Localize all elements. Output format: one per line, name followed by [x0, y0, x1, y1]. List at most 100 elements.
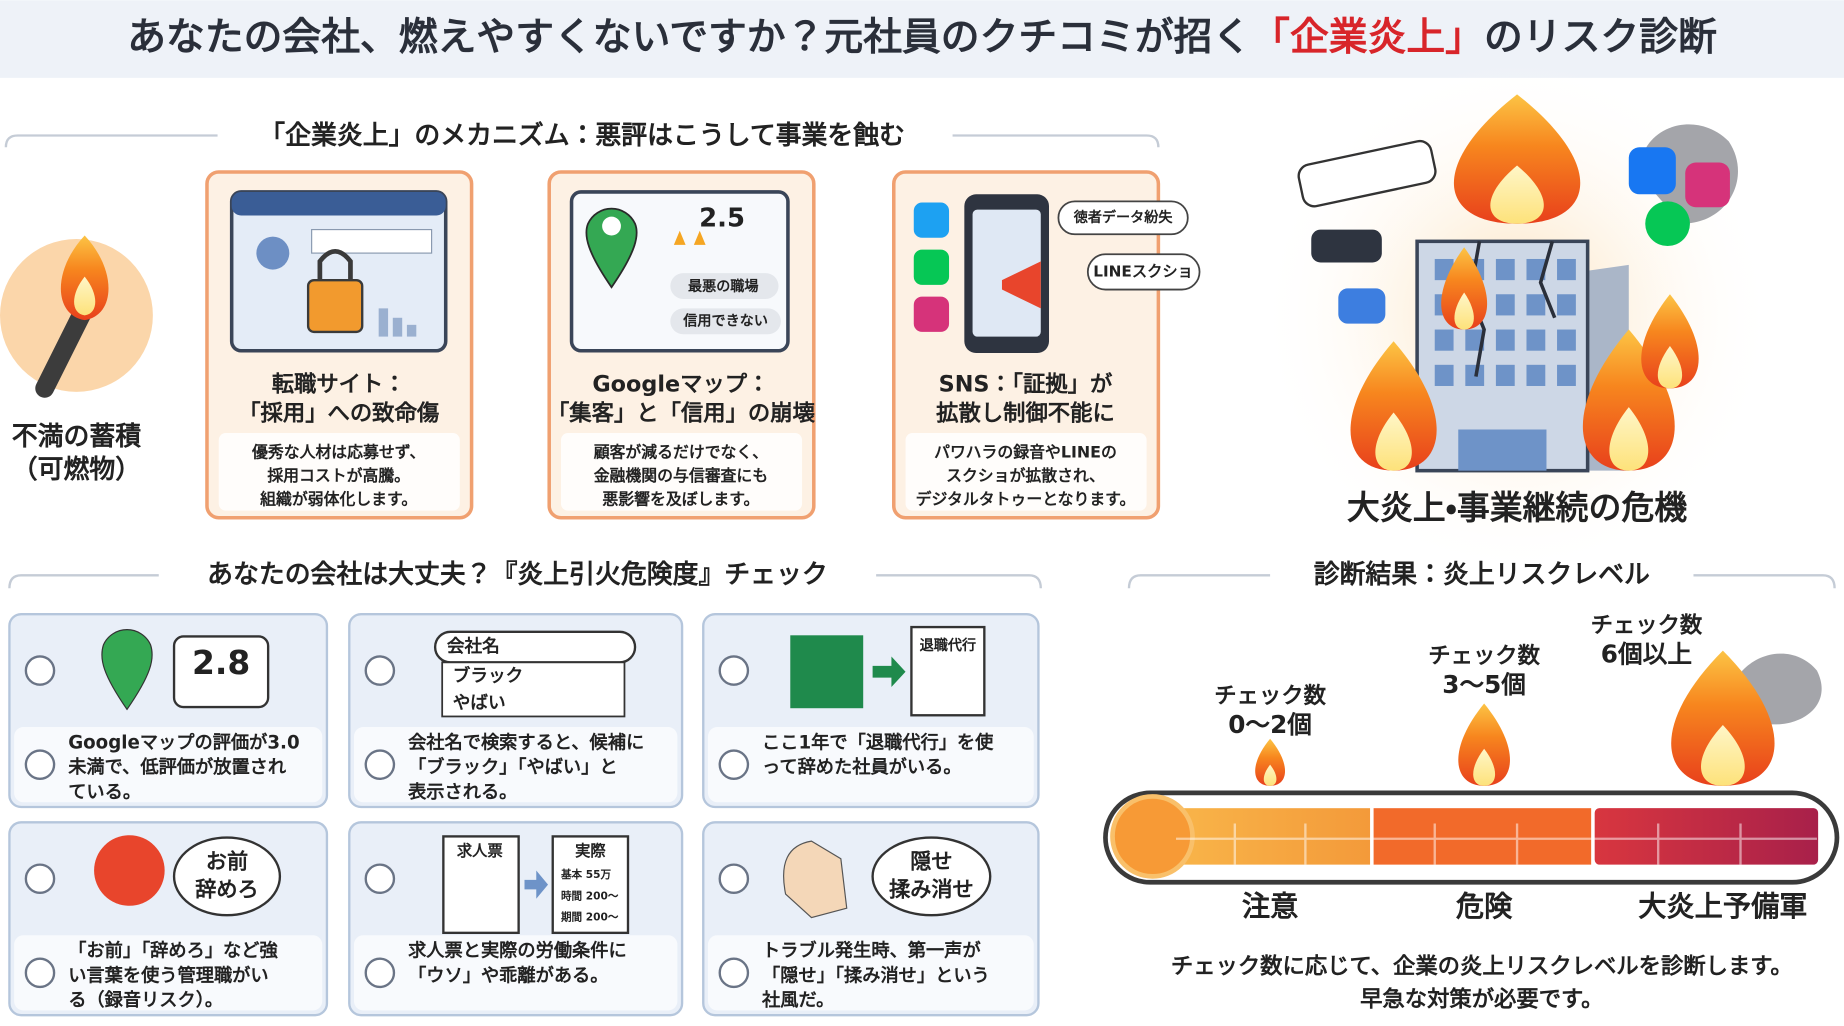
card-body: 優秀な人材は応募せず、 [251, 443, 425, 462]
document [442, 835, 520, 935]
flame [1458, 703, 1510, 786]
instagram-icon [1685, 162, 1730, 208]
card-body: パワハラの録音やLINEの [934, 443, 1117, 462]
document [551, 835, 630, 935]
thermometer-ticks [1176, 823, 1817, 865]
rating-bubble-dark [1311, 229, 1382, 263]
icon-text: やばい [453, 693, 506, 714]
checkbox [364, 863, 396, 895]
section-heading: 「企業炎上」のメカニズム：悪評はこうして事業を蝕む [259, 120, 905, 151]
flame-core [1454, 292, 1474, 330]
decoration [1526, 294, 1546, 316]
rating-bubble [1297, 139, 1437, 208]
angry-face [94, 835, 165, 906]
document [910, 625, 986, 717]
flame [1255, 738, 1286, 786]
icon-text: 揉み消せ [889, 877, 974, 902]
check-text: 「ブラック」「やばい」と [408, 756, 618, 778]
decoration [1495, 258, 1515, 281]
section-heading: あなたの会社は大丈夫？『炎上引火危険度』チェック [207, 559, 828, 590]
review-pill [670, 273, 779, 299]
flame [1350, 341, 1437, 471]
card-title: 転職サイト： [272, 371, 406, 397]
check-text: 「ウソ」や乖離がある。 [408, 964, 608, 986]
icon-text: 期間 200〜 [561, 911, 619, 924]
decoration [1458, 429, 1547, 471]
map-pin-dot [602, 216, 621, 236]
card-body: スクショが拡散され、 [946, 466, 1105, 485]
bar-icon [392, 317, 403, 337]
icon-text: 退職代行 [920, 637, 976, 654]
section-rule [4, 134, 1160, 148]
level-segment [1164, 808, 1371, 865]
flame-core [1263, 764, 1277, 786]
flame-core [1473, 748, 1496, 786]
check-text: 求人票と実際の労働条件に [408, 940, 627, 962]
flame [1671, 650, 1775, 786]
level-label: 危険 [1456, 890, 1513, 923]
megaphone [1001, 261, 1041, 309]
decoration [1557, 364, 1576, 386]
diagnosis-note: 早急な対策が必要です。 [1360, 985, 1603, 1012]
check-card-text-area [707, 935, 1034, 1011]
check-text: い言葉を使う管理職がい [68, 964, 268, 986]
decoration [1557, 294, 1576, 316]
level-segment [1373, 808, 1592, 865]
icon-text: 信用できない [682, 312, 768, 329]
level-count: 3〜5個 [1442, 670, 1526, 699]
check-card-text-area [14, 935, 323, 1011]
flame-core [1657, 346, 1683, 389]
phone-screen [972, 209, 1041, 337]
check-card-text-area [14, 727, 323, 803]
bar-icon [378, 308, 389, 337]
check-text: ている。 [68, 782, 141, 803]
speech-bubble [1086, 253, 1201, 291]
icon-text: 徳者データ紛失 [1073, 209, 1174, 226]
browser-bar [231, 191, 446, 216]
stars [673, 230, 706, 245]
checkbox [718, 957, 750, 989]
icon-text: 会社名 [447, 635, 500, 657]
check-text: 「お前」「辞めろ」など強 [68, 940, 278, 962]
section-rule [8, 574, 1042, 589]
check-text: って辞めた社員がいる。 [762, 756, 962, 778]
card-title: 拡散し制御不能に [936, 400, 1115, 427]
lock [306, 278, 364, 334]
page-title: あなたの会社、燃えやすくないですか？元社員のクチコミが招く「企業炎上」のリスク診… [127, 15, 1717, 60]
checkbox [364, 655, 396, 686]
card-body: 顧客が減るだけでなく、 [594, 443, 768, 462]
check-card-text-area [353, 935, 678, 1011]
title-highlight: 「企業炎上」 [1251, 15, 1484, 60]
card-body-box [905, 433, 1147, 511]
icon-text: 時間 200〜 [561, 889, 619, 902]
level-segment [1594, 808, 1819, 865]
check-card-text-area [707, 727, 1034, 803]
checkbox [718, 655, 750, 686]
check-text: 「隠せ」「揉み消せ」という [762, 964, 990, 986]
level-count: チェック数 [1428, 643, 1540, 669]
card-body: 採用コストが高騰。 [267, 466, 410, 485]
checkbox [24, 863, 56, 895]
level-count: チェック数 [1591, 612, 1703, 638]
avatar [256, 236, 290, 270]
icon-text: 辞めろ [195, 877, 258, 902]
decoration [1495, 294, 1515, 316]
icon-text: ブラック [453, 664, 524, 686]
check-text: Googleマップの評価が3.0 [68, 732, 299, 754]
flame-core [1700, 724, 1745, 786]
review-pill [670, 308, 781, 335]
title-part: のリスク診断 [1484, 15, 1717, 60]
rating-box [172, 635, 270, 709]
check-text: 社風だ。 [761, 989, 834, 1011]
decoration [1434, 329, 1454, 351]
diagnosis-note: チェック数に応じて、企業の炎上リスクレベルを診断します。 [1171, 952, 1793, 979]
decoration [1434, 364, 1454, 386]
check-text: トラブル発生時、第一声が [762, 940, 981, 962]
card-body: デジタルタトゥーとなります。 [916, 490, 1136, 509]
flame [1641, 294, 1699, 389]
card-title: Googleマップ： [592, 371, 769, 397]
face-profile [783, 840, 848, 919]
flame [1441, 247, 1488, 330]
icon-text: 求人票 [457, 842, 503, 860]
